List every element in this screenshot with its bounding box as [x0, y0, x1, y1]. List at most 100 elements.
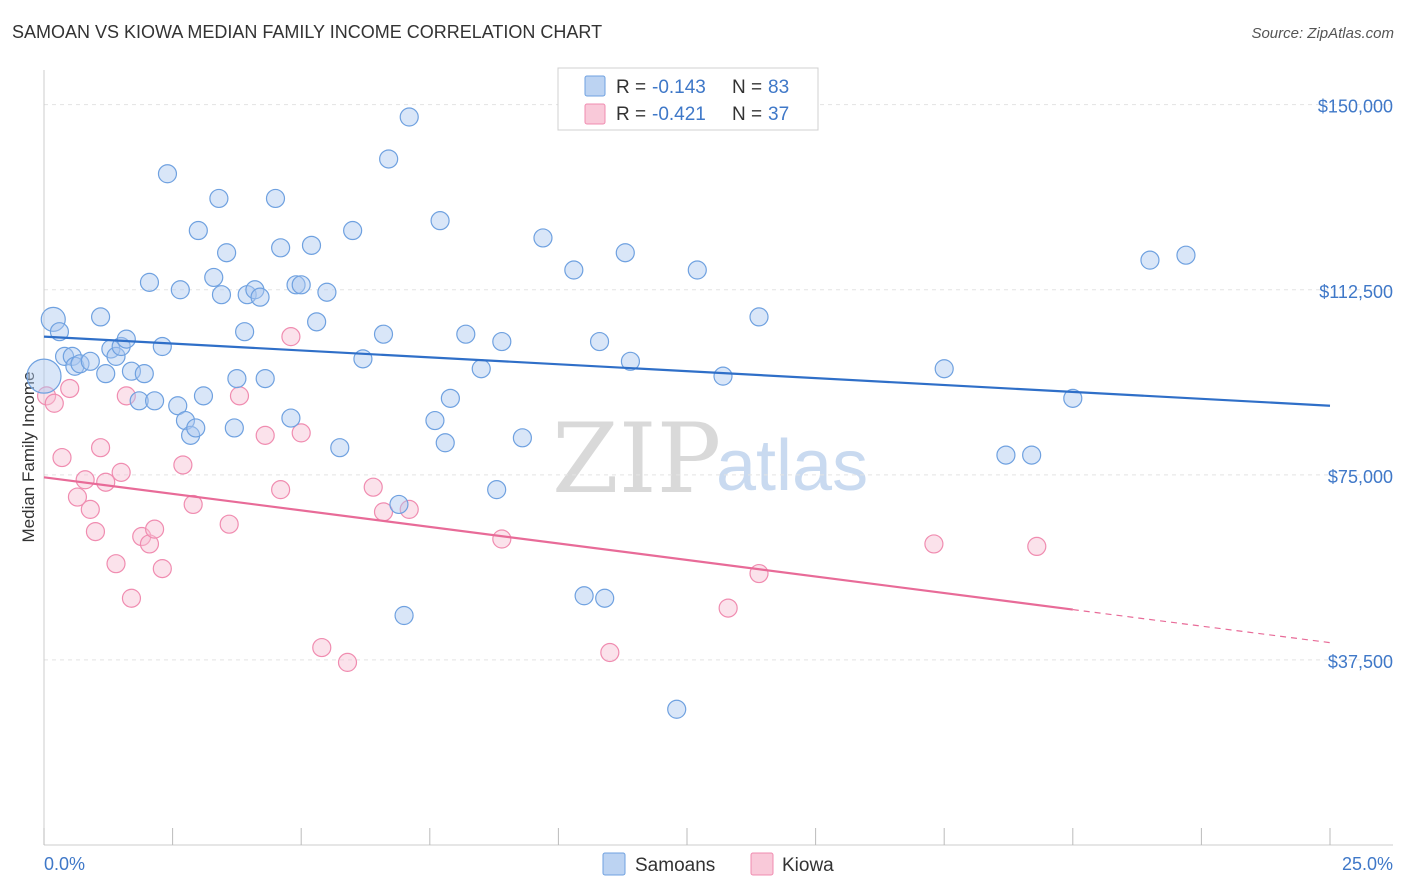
samoans-point: [564, 260, 584, 280]
samoans-point: [389, 494, 409, 515]
legend-r-value-samoans: -0.143: [652, 77, 706, 98]
samoans-point: [90, 307, 111, 327]
samoans-point: [26, 358, 62, 394]
samoans-point: [615, 243, 635, 263]
samoans-point: [265, 188, 286, 209]
samoans-point: [394, 605, 414, 626]
legend-n-text-kiowa: N =: [732, 104, 762, 125]
trendlines: [43, 335, 1331, 644]
kiowa-point: [255, 425, 275, 445]
samoans-point: [188, 220, 208, 241]
kiowa-point: [337, 652, 358, 672]
samoans-point: [250, 287, 270, 307]
samoans-point: [620, 351, 641, 371]
samoans-point: [134, 364, 154, 384]
samoans-point: [317, 282, 337, 302]
samoans-point: [487, 480, 507, 500]
samoans-point: [1022, 445, 1042, 465]
samoans-point: [235, 322, 255, 342]
kiowa-point: [173, 455, 193, 475]
samoans-point: [139, 272, 160, 292]
x-tick-label-max: 25.0%: [1342, 854, 1393, 874]
trendline-samoans: [43, 335, 1331, 407]
samoans-point: [330, 438, 350, 458]
kiowa-point: [75, 470, 95, 490]
samoans-point: [65, 356, 85, 376]
y-tick-label-1: $112,500: [1319, 282, 1393, 302]
kiowa-point: [106, 554, 126, 574]
samoans-point: [399, 107, 419, 127]
legend-n-value-kiowa: 37: [768, 104, 789, 125]
samoans-point: [211, 285, 232, 305]
samoans-point: [170, 280, 190, 300]
trendline-kiowa: [43, 476, 1073, 611]
kiowa-point: [60, 378, 80, 399]
legend-r-value-kiowa: -0.421: [652, 104, 706, 125]
samoans-point: [227, 368, 247, 389]
samoans-point: [175, 410, 196, 431]
chart-source: Source: ZipAtlas.com: [1251, 25, 1394, 42]
samoans-point: [204, 267, 224, 288]
y-tick-labels: $150,000 $112,500 $75,000 $37,500: [1318, 97, 1393, 672]
samoans-point: [286, 275, 306, 295]
legend-n-value-samoans: 83: [768, 77, 789, 98]
samoans-point: [168, 396, 188, 416]
samoans-point: [435, 433, 455, 453]
watermark-atlas: atlas: [716, 426, 868, 506]
samoans-point: [224, 418, 244, 438]
samoans-point: [687, 260, 707, 280]
samoans-point: [1140, 250, 1160, 270]
series-legend-swatch-kiowa: [750, 852, 774, 876]
kiowa-point: [1027, 536, 1047, 557]
samoans-point: [430, 211, 450, 231]
kiowa-point: [924, 534, 944, 554]
samoans-point: [440, 388, 460, 408]
samoans-point: [589, 331, 610, 352]
kiowa-point: [363, 477, 383, 497]
samoans-point: [301, 235, 322, 255]
samoans-point: [152, 336, 172, 357]
samoans-point: [281, 408, 301, 428]
samoans-point: [291, 275, 311, 295]
samoans-point: [193, 386, 214, 406]
legend-swatch-samoans: [584, 75, 606, 97]
samoans-point: [456, 324, 476, 344]
kiowa-point: [67, 487, 88, 507]
kiowa-point: [600, 642, 620, 663]
y-tick-label-2: $75,000: [1328, 467, 1393, 487]
samoans-point: [271, 238, 291, 258]
kiowa-point: [749, 563, 769, 584]
samoans-point: [96, 364, 116, 384]
watermark: ZIP atlas: [552, 403, 868, 515]
samoans-point: [713, 366, 733, 386]
kiowa-point: [44, 393, 64, 413]
samoans-point: [934, 359, 954, 379]
y-tick-label-0: $150,000: [1318, 97, 1393, 117]
series-legend-label-kiowa: Kiowa: [782, 855, 834, 876]
x-tick-label-min: 0.0%: [44, 854, 85, 874]
watermark-zip: ZIP: [552, 403, 721, 515]
samoans-point: [80, 351, 100, 371]
kiowa-point: [312, 637, 332, 658]
kiowa-point: [229, 386, 250, 406]
samoans-point: [157, 164, 178, 184]
series-legend-swatch-samoans: [602, 852, 626, 876]
samoans-point: [379, 149, 399, 169]
series-kiowa-points: [36, 327, 1047, 672]
samoans-point: [471, 359, 491, 379]
samoans-point: [116, 329, 136, 349]
kiowa-point: [144, 519, 165, 539]
samoans-point: [1176, 245, 1196, 265]
kiowa-point: [90, 438, 111, 458]
kiowa-point: [96, 472, 116, 492]
legend-r-label-kiowa: R =: [616, 104, 646, 125]
stats-legend: R = -0.143 R = N = 83 R = -0.421 N = 37: [557, 67, 819, 131]
samoans-point: [749, 307, 769, 327]
samoans-point: [996, 445, 1016, 465]
samoans-point: [373, 324, 394, 344]
kiowa-point: [219, 514, 239, 534]
kiowa-point: [281, 327, 301, 347]
samoans-point: [129, 391, 149, 411]
y-tick-label-3: $37,500: [1328, 652, 1393, 672]
samoans-point: [425, 410, 445, 431]
